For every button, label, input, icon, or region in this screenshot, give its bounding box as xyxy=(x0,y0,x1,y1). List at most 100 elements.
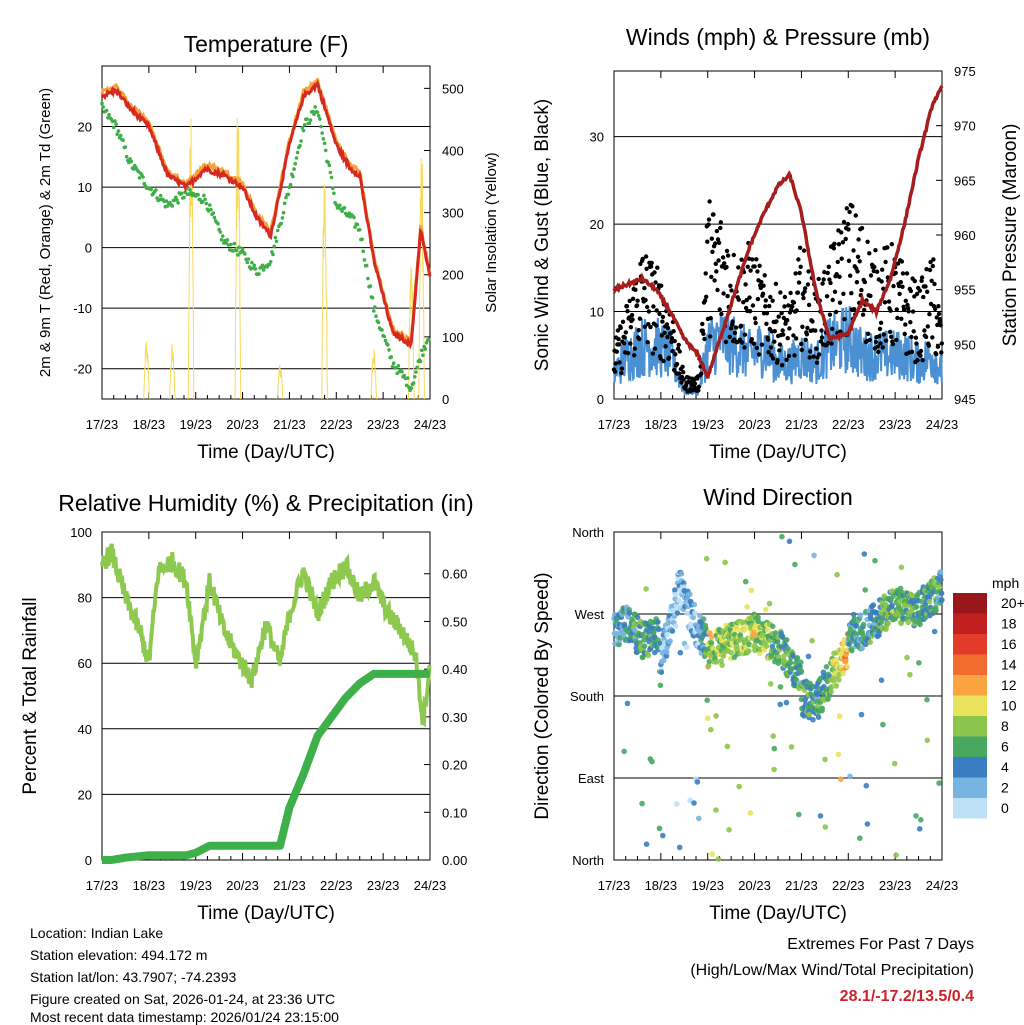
y-tick-label: 20 xyxy=(78,787,92,802)
wind-direction-point xyxy=(621,748,627,755)
wind-gust-point xyxy=(752,264,757,269)
x-tick-label: 20/23 xyxy=(738,878,771,893)
wind-gust-point xyxy=(651,304,656,309)
wind-gust-point xyxy=(934,315,939,320)
wind-gust-point xyxy=(754,345,759,351)
wind-direction-point xyxy=(863,782,870,789)
wind-direction-point xyxy=(656,825,663,832)
wind-gust-point xyxy=(825,270,830,276)
dewpoint-point xyxy=(318,117,322,121)
wind-gust-point xyxy=(743,282,748,287)
wind-gust-point xyxy=(767,303,772,309)
wind-direction-point xyxy=(631,621,637,627)
wind-gust-point xyxy=(803,337,808,342)
wind-gust-point xyxy=(912,278,917,284)
colorbar-unit: mph xyxy=(992,575,1019,591)
wind-direction-point xyxy=(747,810,754,816)
y2-tick-label: 955 xyxy=(954,283,976,298)
dewpoint-point xyxy=(286,192,291,197)
wind-gust-point xyxy=(630,317,635,322)
wind-gust-point xyxy=(724,264,729,270)
wind-gust-point xyxy=(816,276,821,282)
dewpoint-point xyxy=(281,210,286,215)
wind-direction-point xyxy=(755,614,761,621)
dewpoint-point xyxy=(219,238,224,242)
x-tick-label: 23/23 xyxy=(367,878,400,893)
wind-gust-point xyxy=(910,309,916,314)
wind-gust-point xyxy=(885,275,890,280)
wind-gust-point xyxy=(706,217,712,222)
dewpoint-point xyxy=(380,328,384,332)
colorbar-swatch xyxy=(953,798,987,819)
dewpoint-point xyxy=(101,105,105,109)
wind-direction-point xyxy=(891,760,898,767)
wind-gust-point xyxy=(716,258,721,263)
wind-gust-point xyxy=(935,344,941,349)
wind-direction-point xyxy=(641,643,648,649)
y2-tick-label: 0.40 xyxy=(442,662,467,677)
wind-gust-point xyxy=(741,300,746,305)
dewpoint-point xyxy=(374,314,378,319)
dewpoint-point xyxy=(100,101,104,106)
y-tick-label: 80 xyxy=(78,591,92,606)
wind-direction-point xyxy=(788,744,795,750)
y2-tick-label: 950 xyxy=(954,337,976,352)
wind-direction-point xyxy=(684,610,690,617)
wind-gust-point xyxy=(908,288,914,294)
dewpoint-point xyxy=(355,222,360,227)
wind-direction-point xyxy=(771,745,778,752)
colorbar-swatch xyxy=(953,757,987,778)
wind-gust-point xyxy=(723,339,729,345)
wind-gust-point xyxy=(615,328,621,333)
wind-gust-point xyxy=(696,388,701,393)
wind-gust-point xyxy=(781,315,786,321)
wind-gust-point xyxy=(921,294,926,300)
y2-tick-label: 0.60 xyxy=(442,567,467,582)
wind-direction-point xyxy=(897,585,904,592)
wind-direction-point xyxy=(847,773,853,780)
wind-direction-point xyxy=(746,641,753,648)
wind-direction-point xyxy=(748,587,755,594)
wind-gust-point xyxy=(750,303,756,308)
wind-gust-point xyxy=(724,248,730,254)
wind-direction-point xyxy=(913,604,920,610)
wind-direction-point xyxy=(857,835,863,841)
wind-direction-point xyxy=(861,551,868,557)
wind-direction-point xyxy=(936,584,943,591)
colorbar-swatch xyxy=(953,593,987,614)
wind-gust-point xyxy=(722,261,727,266)
wind-gust-point xyxy=(853,213,858,218)
wind-gust-point xyxy=(718,220,723,225)
wind-gust-point xyxy=(932,281,937,287)
solar-insolation-trace xyxy=(187,118,195,400)
wind-gust-point xyxy=(655,265,660,270)
colorbar-swatch xyxy=(953,654,987,675)
wind-gust-point xyxy=(696,384,702,389)
wind-gust-point xyxy=(854,280,860,285)
x-tick-label: 17/23 xyxy=(86,878,119,893)
colorbar-label: 10 xyxy=(1001,698,1017,714)
wind-gust-point xyxy=(740,340,745,345)
dewpoint-point xyxy=(421,353,425,358)
wind-gust-point xyxy=(642,285,647,291)
x-tick-label: 24/23 xyxy=(414,417,447,432)
wind-gust-point xyxy=(889,242,894,247)
wind-gust-point xyxy=(725,253,731,258)
dewpoint-point xyxy=(322,141,327,146)
wind-gust-point xyxy=(663,344,668,349)
wind-direction-point xyxy=(657,682,664,689)
wind-gust-point xyxy=(708,334,713,339)
dewpoint-point xyxy=(114,122,118,126)
x-axis-label: Time (Day/UTC) xyxy=(197,442,335,463)
wind-direction-point xyxy=(771,766,777,773)
dewpoint-point xyxy=(315,110,320,115)
wind-gust-point xyxy=(874,269,880,274)
dewpoint-point xyxy=(123,145,128,149)
wind-gust-point xyxy=(625,309,630,314)
wind-gust-point xyxy=(648,324,653,330)
wind-direction-point xyxy=(736,783,742,790)
chart-title: Temperature (F) xyxy=(184,31,349,57)
y-tick-label: 100 xyxy=(70,525,92,540)
wind-gust-point xyxy=(911,329,916,334)
wind-gust-point xyxy=(887,329,893,335)
